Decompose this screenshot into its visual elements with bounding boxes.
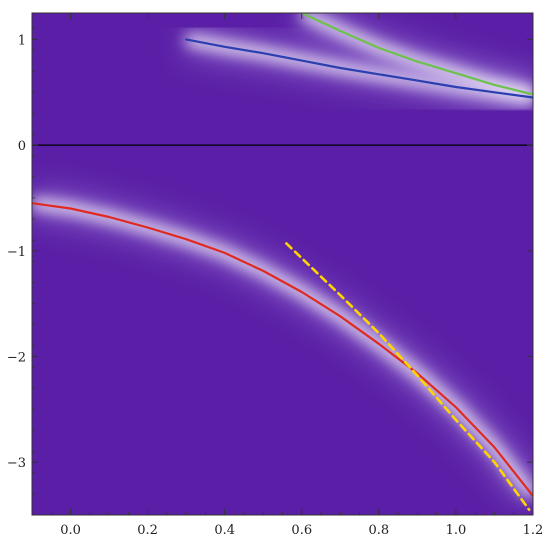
series-line-1 xyxy=(285,242,531,511)
y-tick-label: −3 xyxy=(7,456,26,471)
x-tick-label: 1.2 xyxy=(523,523,544,538)
y-tick-label: −2 xyxy=(7,350,26,365)
x-tick-label: 1.0 xyxy=(446,523,467,538)
series-line-0 xyxy=(32,202,533,498)
y-tick-label: 1 xyxy=(18,33,26,48)
series-line-3 xyxy=(300,13,533,96)
x-tick-label: 0.0 xyxy=(60,523,81,538)
axis-ticks: 0.0 0.2 0.4 0.6 0.8 1.0 1.2 1 0 −1 −2 −3 xyxy=(7,13,544,538)
y-tick-label: 0 xyxy=(18,139,26,154)
series-line-2 xyxy=(185,38,533,99)
x-tick-label: 0.6 xyxy=(291,523,312,538)
x-tick-label: 0.8 xyxy=(369,523,390,538)
x-tick-label: 0.4 xyxy=(214,523,235,538)
x-tick-label: 0.2 xyxy=(137,523,158,538)
series-layer xyxy=(32,13,533,511)
y-tick-label: −1 xyxy=(7,245,26,260)
